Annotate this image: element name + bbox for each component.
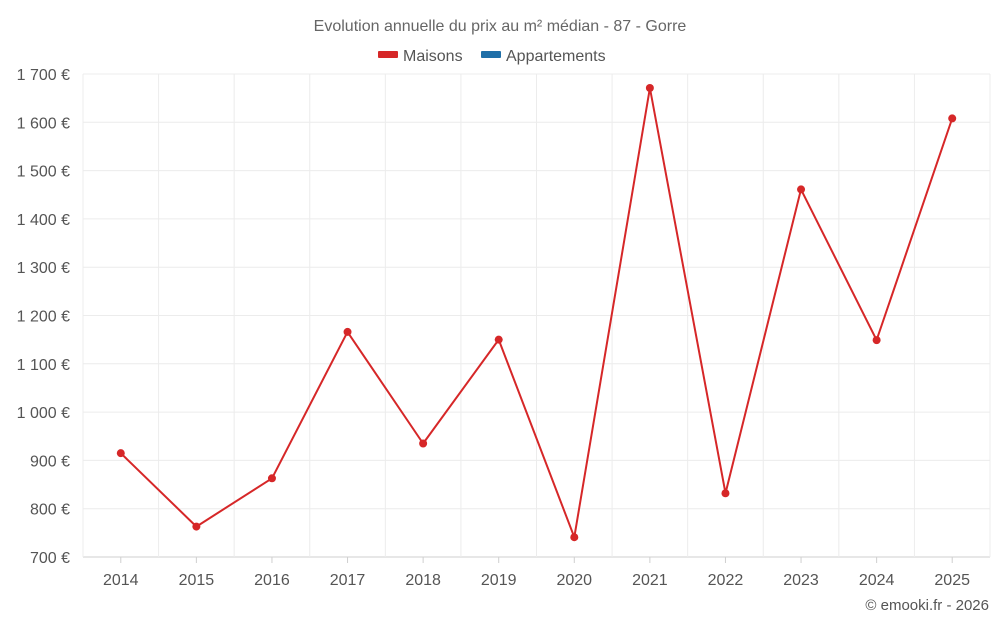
legend-label-maisons[interactable]: Maisons [403,48,463,65]
data-point-maisons-2021[interactable] [645,84,654,93]
y-tick-label: 1 400 € [17,212,70,229]
legend-swatch-maisons[interactable] [378,51,398,58]
data-point-maisons-2025[interactable] [948,114,957,123]
y-tick-label: 1 100 € [17,357,70,374]
series-layer [116,84,957,542]
x-tick-label: 2023 [783,572,819,589]
y-tick-label: 700 € [30,550,70,567]
y-tick-label: 1 600 € [17,115,70,132]
legend: Maisons Appartements [378,48,606,65]
data-point-maisons-2020[interactable] [570,533,579,542]
grid [82,73,991,558]
x-tick-label: 2021 [632,572,668,589]
x-tick-label: 2014 [103,572,139,589]
data-point-maisons-2014[interactable] [116,449,125,458]
data-point-maisons-2024[interactable] [872,336,881,345]
credit-text: © emooki.fr - 2026 [865,597,989,614]
legend-label-appartements[interactable]: Appartements [506,48,606,65]
x-tick-label: 2015 [179,572,215,589]
data-point-maisons-2016[interactable] [267,474,276,483]
x-tick-label: 2016 [254,572,290,589]
x-tick-label: 2018 [405,572,441,589]
y-tick-label: 1 200 € [17,309,70,326]
x-tick-label: 2022 [708,572,744,589]
x-tick-label: 2024 [859,572,895,589]
y-tick-label: 1 500 € [17,164,70,181]
y-tick-label: 1 700 € [17,67,70,84]
y-tick-label: 800 € [30,502,70,519]
x-tick-label: 2017 [330,572,366,589]
x-tick-label: 2019 [481,572,517,589]
data-point-maisons-2022[interactable] [721,489,730,498]
y-axis: 700 € 800 € 900 € 1 000 € 1 100 € 1 200 € 1 30… [17,67,70,567]
x-axis: 2014 2015 2016 2017 2018 2019 2020 2021 2022 2023… [103,557,970,589]
data-point-maisons-2023[interactable] [797,185,806,194]
y-tick-label: 900 € [30,453,70,470]
y-tick-label: 1 300 € [17,260,70,277]
data-point-maisons-2017[interactable] [343,327,352,336]
x-tick-label: 2025 [934,572,970,589]
data-point-maisons-2015[interactable] [192,522,201,531]
data-point-maisons-2019[interactable] [494,335,503,344]
chart-title: Evolution annuelle du prix au m² médian … [314,18,687,35]
data-point-maisons-2018[interactable] [419,439,428,448]
x-tick-label: 2020 [556,572,592,589]
series-line-maisons [120,87,954,539]
legend-swatch-appartements[interactable] [481,51,501,58]
y-tick-label: 1 000 € [17,405,70,422]
